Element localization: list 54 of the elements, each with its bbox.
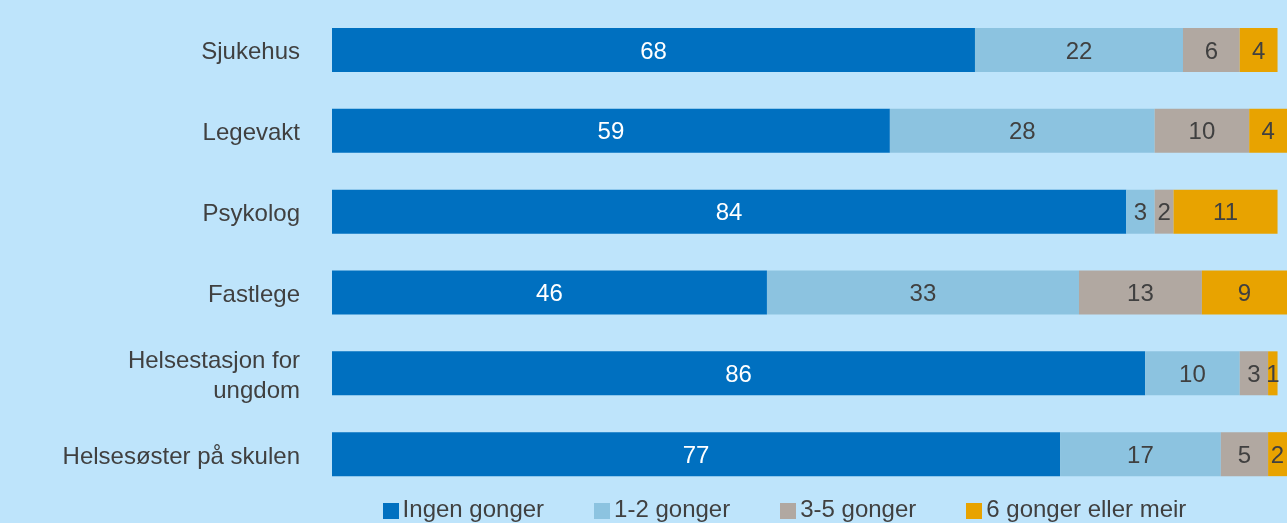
y-tick-label: Sjukehus xyxy=(201,36,300,64)
data-label: 4 xyxy=(1261,117,1275,145)
data-label: 3 xyxy=(1247,359,1261,387)
y-tick-label: Psykolog xyxy=(202,198,300,226)
bar xyxy=(332,351,1146,396)
bar xyxy=(332,108,890,153)
bar xyxy=(332,28,975,72)
data-label: 84 xyxy=(715,198,743,226)
legend-label: 1-2 gonger xyxy=(614,495,731,522)
data-label: 6 xyxy=(1204,36,1219,64)
data-label: 28 xyxy=(1008,117,1036,145)
bar xyxy=(1126,189,1155,234)
bar xyxy=(1239,28,1278,72)
bar xyxy=(1220,432,1269,477)
bar xyxy=(1173,189,1278,234)
y-tick-label: Helsesøster på skulen xyxy=(62,441,300,469)
bar xyxy=(332,432,1061,477)
bar xyxy=(332,189,1127,234)
data-label: 33 xyxy=(909,279,937,307)
legend-label: 3-5 gonger xyxy=(800,495,917,522)
bar xyxy=(1249,108,1287,153)
data-label: 13 xyxy=(1127,279,1154,307)
y-tick-label: Fastlege xyxy=(207,279,300,307)
bar xyxy=(1145,351,1240,396)
data-label: 3 xyxy=(1133,198,1148,226)
bar xyxy=(974,28,1183,72)
data-label: 10 xyxy=(1188,117,1216,145)
data-label: 4 xyxy=(1251,36,1266,64)
bar xyxy=(332,270,767,315)
data-label: 2 xyxy=(1157,198,1171,226)
data-label: 9 xyxy=(1237,279,1252,307)
bar xyxy=(1154,108,1250,153)
data-label: 5 xyxy=(1237,440,1252,468)
data-label: 86 xyxy=(725,359,752,387)
bar xyxy=(766,270,1079,315)
bar xyxy=(1078,270,1202,315)
bar xyxy=(1239,351,1269,396)
legend-label: 6 gonger eller meir xyxy=(986,495,1187,522)
data-label: 2 xyxy=(1270,440,1285,468)
data-label: 22 xyxy=(1065,36,1093,64)
bar xyxy=(889,108,1155,153)
bar xyxy=(1201,270,1287,315)
bar xyxy=(1182,28,1240,72)
data-label: 11 xyxy=(1213,198,1238,226)
data-label: 10 xyxy=(1179,359,1206,387)
bar xyxy=(1060,432,1221,477)
data-label: 68 xyxy=(640,36,667,64)
y-tick-label: Helsestasjon for ungdom xyxy=(127,345,301,403)
data-label: 77 xyxy=(682,440,710,468)
y-tick-label: Legevakt xyxy=(202,117,301,145)
data-label: 46 xyxy=(536,279,563,307)
data-label: 17 xyxy=(1127,440,1154,468)
data-label: 59 xyxy=(597,117,625,145)
legend-label: Ingen gonger xyxy=(402,495,545,522)
